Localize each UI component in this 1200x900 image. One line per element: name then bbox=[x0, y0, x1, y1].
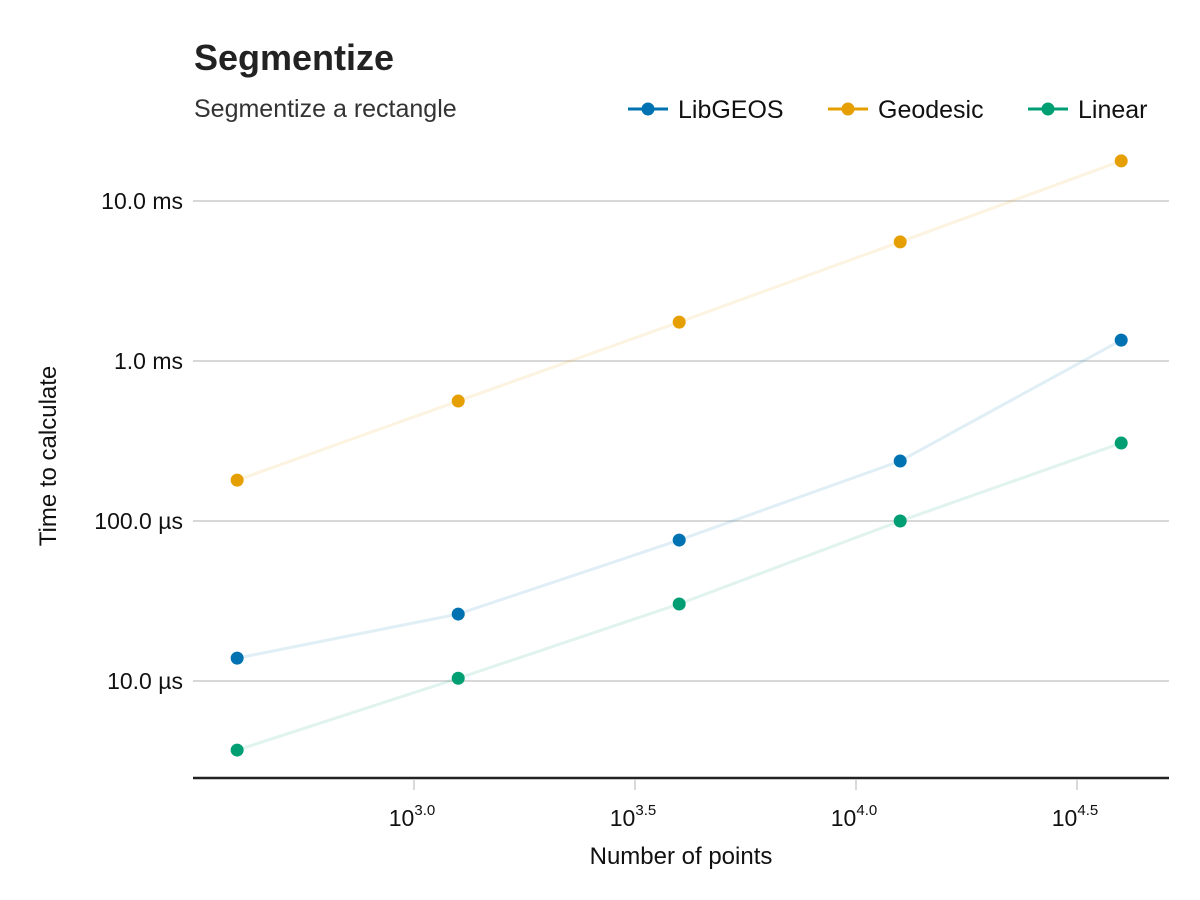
legend-label-libgeos: LibGEOS bbox=[678, 96, 784, 124]
x-tick-label: 103.0 bbox=[389, 802, 435, 831]
x-tick-exponent: 4.0 bbox=[856, 802, 877, 819]
x-tick-base: 10 bbox=[831, 805, 857, 831]
y-tick-label: 10.0 ms bbox=[101, 188, 183, 214]
data-point-geodesic bbox=[893, 235, 907, 249]
legend-marker-geodesic bbox=[841, 102, 855, 116]
data-point-linear bbox=[1114, 436, 1128, 450]
legend-label-geodesic: Geodesic bbox=[878, 96, 984, 124]
y-axis-label: Time to calculate bbox=[35, 366, 62, 547]
x-tick-label: 104.0 bbox=[831, 802, 877, 831]
x-tick-base: 10 bbox=[610, 805, 636, 831]
x-tick-label: 104.5 bbox=[1052, 802, 1098, 831]
data-point-geodesic bbox=[672, 315, 686, 329]
data-point-linear bbox=[672, 597, 686, 611]
x-tick-exponent: 4.5 bbox=[1077, 802, 1098, 819]
legend-label-linear: Linear bbox=[1078, 96, 1148, 124]
y-tick-label: 1.0 ms bbox=[114, 348, 183, 374]
data-point-libgeos bbox=[451, 607, 465, 621]
data-point-libgeos bbox=[672, 533, 686, 547]
series-line-linear bbox=[236, 441, 1122, 752]
legend-item-libgeos: LibGEOS bbox=[628, 96, 784, 124]
x-axis-label: Number of points bbox=[590, 843, 773, 870]
legend-marker-linear bbox=[1041, 102, 1055, 116]
legend-item-geodesic: Geodesic bbox=[828, 96, 984, 124]
x-tick-base: 10 bbox=[389, 805, 415, 831]
legend: LibGEOS Geodesic Linear bbox=[628, 96, 1148, 124]
legend-item-linear: Linear bbox=[1028, 96, 1148, 124]
data-point-geodesic bbox=[1114, 154, 1128, 168]
y-axis-ticks: 10.0 ms 1.0 ms 100.0 µs 10.0 µs bbox=[94, 188, 183, 694]
data-point-libgeos bbox=[230, 651, 244, 665]
data-point-libgeos bbox=[893, 454, 907, 468]
grid bbox=[193, 200, 1169, 682]
data-point-geodesic bbox=[230, 473, 244, 487]
y-tick-label: 10.0 µs bbox=[107, 668, 183, 694]
x-tick-exponent: 3.0 bbox=[414, 802, 435, 819]
data-point-linear bbox=[893, 514, 907, 528]
x-tick-base: 10 bbox=[1052, 805, 1078, 831]
series-layer bbox=[230, 154, 1128, 757]
chart-subtitle: Segmentize a rectangle bbox=[194, 95, 457, 123]
data-point-linear bbox=[230, 743, 244, 757]
x-axis-ticks: 103.0 103.5 104.0 104.5 bbox=[389, 780, 1098, 831]
data-point-linear bbox=[451, 671, 465, 685]
data-point-geodesic bbox=[451, 394, 465, 408]
y-tick-label: 100.0 µs bbox=[94, 508, 183, 534]
data-point-libgeos bbox=[1114, 333, 1128, 347]
x-tick-label: 103.5 bbox=[610, 802, 656, 831]
chart-title: Segmentize bbox=[194, 37, 394, 78]
legend-marker-libgeos bbox=[641, 102, 655, 116]
x-tick-exponent: 3.5 bbox=[635, 802, 656, 819]
